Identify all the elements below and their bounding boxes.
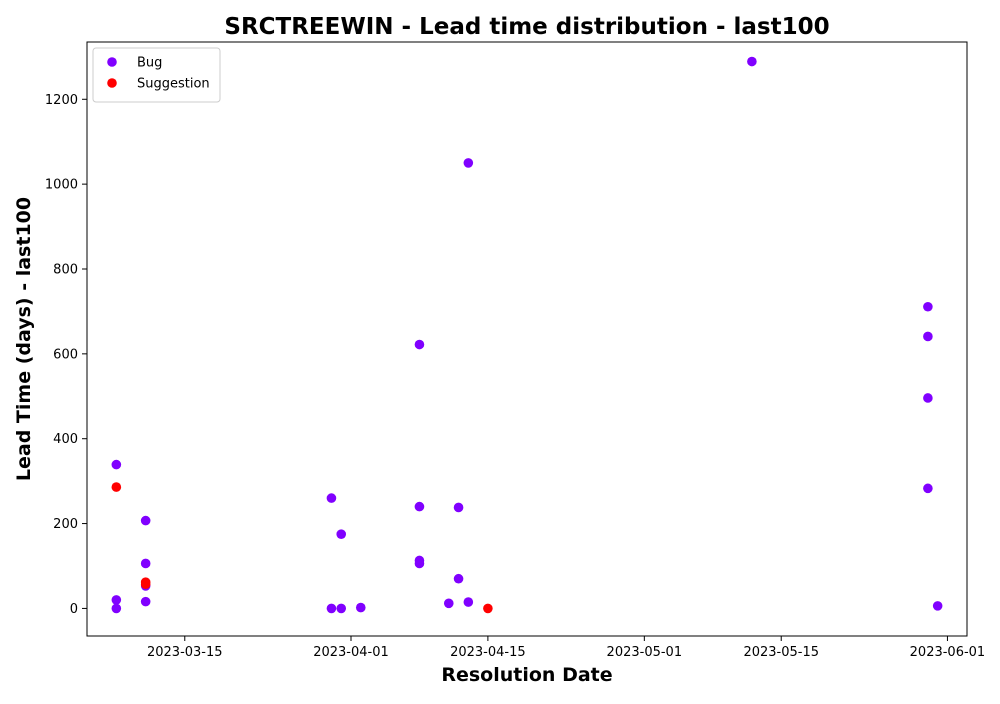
data-point-bug	[932, 601, 943, 611]
data-point-bug	[140, 515, 151, 526]
x-tick-label: 2023-05-01	[607, 645, 683, 660]
legend-marker-bug	[107, 57, 117, 67]
data-point-bug	[111, 459, 122, 470]
data-point-bug	[355, 602, 366, 613]
data-point-bug	[140, 596, 151, 607]
data-point-bug	[453, 502, 464, 513]
data-point-bug	[453, 573, 464, 584]
data-point-bug	[414, 501, 425, 512]
x-tick-label: 2023-04-01	[313, 645, 389, 660]
data-point-bug	[414, 558, 425, 569]
data-point-bug	[111, 603, 122, 614]
data-point-bug	[463, 158, 474, 168]
chart-title: SRCTREEWIN - Lead time distribution - la…	[224, 14, 829, 40]
legend-marker-suggestion	[107, 78, 117, 88]
data-point-suggestion	[111, 482, 122, 492]
data-point-bug	[414, 339, 425, 350]
data-point-bug	[923, 331, 933, 342]
data-point-bug	[140, 558, 151, 569]
x-tick-label: 2023-04-15	[450, 645, 526, 660]
legend-label-suggestion: Suggestion	[137, 77, 210, 92]
y-tick-label: 800	[53, 262, 78, 277]
plot-frame	[86, 41, 968, 637]
x-axis-label: Resolution Date	[441, 664, 612, 686]
data-point-bug	[111, 595, 122, 605]
y-tick-label: 400	[53, 432, 78, 447]
y-tick-label: 200	[53, 517, 78, 532]
y-tick-label: 0	[70, 602, 78, 617]
data-point-bug	[923, 301, 933, 312]
data-point-bug	[326, 603, 337, 614]
data-point-bug	[443, 598, 454, 609]
data-point-bug	[326, 493, 337, 503]
legend-box	[92, 47, 221, 103]
data-point-bug	[336, 529, 347, 539]
data-point-bug	[747, 56, 757, 67]
x-tick-label: 2023-03-15	[147, 645, 223, 660]
x-tick-label: 2023-06-01	[910, 645, 986, 660]
data-point-bug	[463, 597, 474, 607]
x-tick-label: 2023-05-15	[743, 645, 819, 660]
data-point-bug	[923, 483, 933, 494]
y-axis-label: Lead Time (days) - last100	[13, 197, 35, 481]
y-tick-label: 600	[53, 347, 78, 362]
y-tick-label: 1200	[45, 93, 78, 108]
data-point-bug	[923, 393, 933, 403]
legend-label-bug: Bug	[137, 56, 162, 71]
data-point-bug	[336, 603, 347, 614]
y-tick-label: 1000	[45, 178, 78, 193]
plot-area: 0 200 400 600 800 1000 1200 2023-03-15 2023-04-0…	[45, 41, 986, 660]
legend: Bug Suggestion	[92, 47, 221, 103]
data-point-suggestion	[483, 603, 493, 614]
data-point-suggestion	[140, 579, 151, 590]
